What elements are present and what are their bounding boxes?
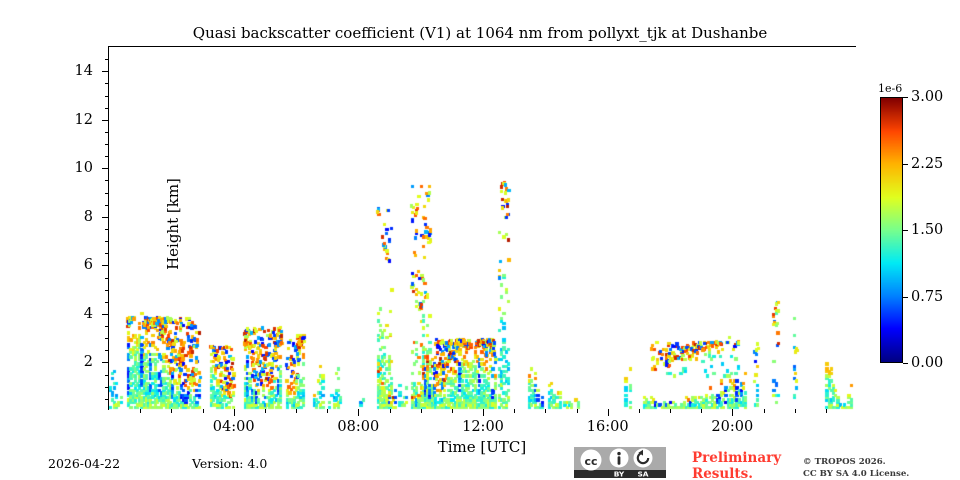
colorbar-tick [903,296,908,298]
footer-date: 2026-04-22 [48,456,121,471]
colorbar-tick-label: 3.00 [911,89,944,105]
x-tick-label: 04:00 [212,419,255,435]
page-title: Quasi backscatter coefficient (V1) at 10… [192,24,768,42]
x-tick-minor [389,409,391,413]
x-tick-major [607,409,609,416]
y-tick-minor [105,326,109,328]
y-tick-label: 2 [83,354,93,371]
copyright-line-2: CC BY SA 4.0 License. [803,469,910,480]
x-axis-label: Time [UTC] [437,438,527,456]
x-tick-minor [701,409,703,413]
y-tick-minor [105,229,109,230]
colorbar-tick-label: 0.00 [911,355,944,371]
x-tick-minor [264,409,266,413]
y-tick-minor [105,144,109,146]
y-tick-minor [105,277,109,279]
badge-by-label: BY [614,470,625,478]
y-tick-minor [105,180,109,182]
y-tick-label: 8 [83,208,93,225]
colorbar-tick-label: 1.50 [911,222,944,238]
y-tick-minor [105,386,109,388]
y-tick-minor [105,107,109,109]
y-tick-major [102,362,109,364]
y-tick-minor [105,59,109,61]
y-tick-minor [105,289,109,291]
x-tick-minor [327,409,329,413]
x-tick-major [483,409,484,416]
x-tick-minor [140,409,142,413]
y-tick-minor [105,398,109,400]
cc-by-sa-icon: cc BY SA [574,447,666,479]
y-tick-minor [105,301,109,303]
y-tick-minor [105,338,109,340]
y-tick-minor [105,241,109,243]
y-tick-minor [105,374,109,376]
colorbar-tick [903,363,908,364]
y-tick-minor [105,156,109,158]
x-tick-minor [514,409,516,413]
x-tick-minor [670,409,671,413]
x-tick-minor [296,409,297,413]
x-tick-label: 08:00 [337,419,380,435]
x-tick-minor [825,409,827,413]
y-tick-minor [105,83,109,85]
y-tick-minor [105,131,109,133]
svg-text:cc: cc [584,455,597,468]
y-tick-major [102,216,109,218]
y-tick-minor [105,95,109,97]
x-tick-label: 20:00 [711,419,754,435]
plot-area: 2 4 6 8 10 12 14 04:00 08:00 12:00 16:00 20:00 Hei… [75,46,857,435]
x-tick-minor [576,409,578,413]
x-tick-label: 12:00 [462,419,504,435]
copyright-notice: © TROPOS 2026. CC BY SA 4.0 License. [803,456,909,480]
x-tick-minor [171,409,173,413]
y-tick-label: 12 [74,111,93,128]
heatmap-canvas [109,47,857,411]
y-tick-minor [105,192,109,194]
y-tick-major [102,265,109,267]
y-tick-minor [105,253,109,255]
x-tick-minor [451,409,453,413]
colorbar: 0.00 0.75 1.50 2.25 3.00 [880,89,943,371]
colorbar-tick-label: 2.25 [911,155,944,172]
preliminary-results-notice: Preliminary Results. [692,450,781,480]
x-tick-label: 16:00 [586,419,629,435]
y-tick-minor [105,350,109,352]
y-tick-minor [105,204,109,206]
x-tick-major [233,409,235,416]
x-tick-minor [794,409,796,413]
colorbar-gradient [880,97,903,363]
x-tick-minor [638,409,640,413]
colorbar-offset-text: 1e-6 [878,82,903,95]
y-tick-major [102,168,109,170]
badge-sa-label: SA [637,470,648,478]
y-tick-label: 14 [74,63,93,80]
colorbar-tick-label: 0.75 [911,288,944,305]
x-tick-minor [763,409,765,413]
y-tick-major [102,119,109,121]
y-tick-label: 10 [74,160,93,177]
x-tick-minor [545,409,547,413]
creative-commons-badge[interactable]: cc BY SA [574,447,666,479]
x-tick-major [732,409,734,416]
colorbar-tick [903,97,908,98]
preliminary-line-1: Preliminary [692,450,782,466]
preliminary-line-2: Results. [692,466,753,480]
y-axis-label: Height [km] [164,178,182,270]
y-tick-label: 4 [83,305,93,322]
y-tick-major [102,313,109,315]
footer-version: Version: 4.0 [192,456,268,471]
x-tick-major [358,409,360,416]
x-tick-minor [202,409,204,413]
y-tick-label: 6 [83,257,93,274]
y-tick-major [102,71,109,73]
x-tick-minor [420,409,422,413]
colorbar-tick [903,230,908,231]
colorbar-tick [903,163,908,165]
copyright-line-1: © TROPOS 2026. [803,457,886,467]
